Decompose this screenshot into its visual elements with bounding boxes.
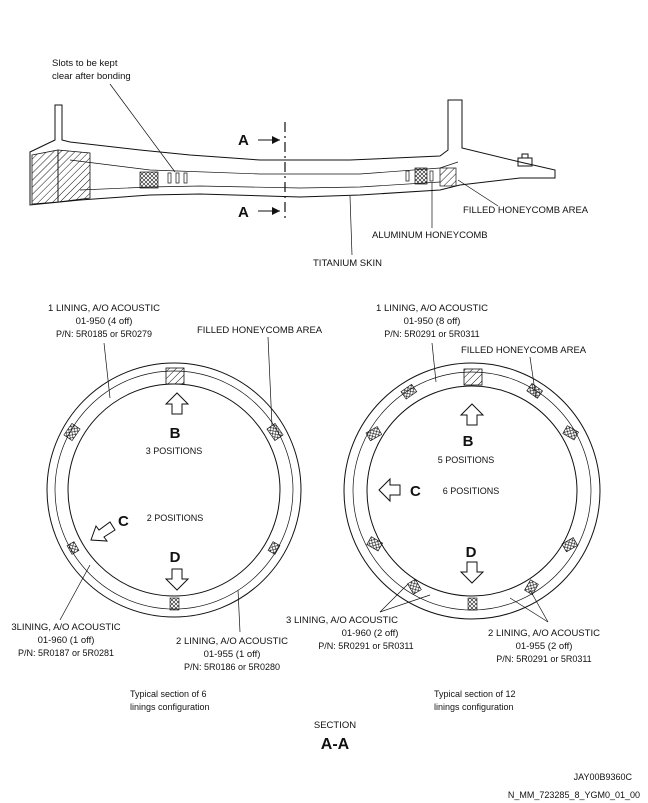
right-filled-area-label: FILLED HONEYCOMB AREA [461, 345, 587, 356]
aluminum-honeycomb-block [414, 167, 428, 185]
right-lining1-line2: 01-950 (8 off) [404, 316, 461, 327]
outer-ring-right [343, 362, 601, 620]
left-filled-area-label: FILLED HONEYCOMB AREA [197, 325, 323, 336]
honeycomb-block-left [139, 171, 159, 189]
left-lining3-line2: 01-960 (1 off) [38, 635, 95, 646]
document-code: N_MM_723285_8_YGM0_01_00 [508, 790, 640, 800]
right-lining3-line3: P/N: 5R0291 or 5R0311 [318, 641, 413, 651]
right-d-label: D [466, 544, 477, 561]
slots-note-line2: clear after bonding [52, 71, 131, 82]
filled-honeycomb-label: FILLED HONEYCOMB AREA [463, 205, 589, 216]
aluminum-honeycomb-label: ALUMINUM HONEYCOMB [372, 230, 488, 241]
left-hatched-area [31, 149, 59, 205]
right-lining1-line1: 1 LINING, A/O ACOUSTIC [376, 303, 488, 314]
bolt-fitting [517, 153, 533, 167]
section-name: A-A [321, 736, 350, 753]
left-lining2-line2: 01-955 (1 off) [204, 649, 261, 660]
right-lining1-line3: P/N: 5R0291 or 5R0311 [384, 329, 479, 339]
left-lining1-line1: 1 LINING, A/O ACOUSTIC [48, 303, 160, 314]
left-caption-line2: linings configuration [130, 702, 210, 712]
bonding-slots [167, 170, 434, 184]
section-title: SECTION [314, 720, 356, 731]
arrow-b-left [164, 392, 190, 415]
left-c-label: C [118, 513, 129, 530]
right-lining2-line1: 2 LINING, A/O ACOUSTIC [488, 628, 600, 639]
left-c-positions: 2 POSITIONS [147, 513, 204, 523]
top-filled-block-left [165, 367, 185, 385]
slots-note-line1: Slots to be kept [52, 58, 118, 69]
right-lining3-line2: 01-960 (2 off) [342, 628, 399, 639]
left-lining3-line3: P/N: 5R0187 or 5R0281 [18, 648, 114, 658]
right-caption-line1: Typical section of 12 [434, 689, 516, 699]
left-b-positions: 3 POSITIONS [146, 446, 203, 456]
liner-profile-outline [29, 99, 556, 206]
titanium-skin-label: TITANIUM SKIN [313, 258, 382, 269]
right-b-positions: 5 POSITIONS [438, 455, 495, 465]
slots-leader [109, 83, 176, 173]
filled-honeycomb-leader [457, 179, 499, 207]
right-caption-line2: linings configuration [434, 702, 514, 712]
top-filled-block-right [463, 368, 483, 386]
liner-side-view [29, 83, 556, 256]
left-lining1-line2: 01-950 (4 off) [76, 316, 133, 327]
arrow-c-left [90, 521, 116, 542]
left-lining3-line1: 3LINING, A/O ACOUSTIC [11, 622, 120, 633]
right-c-positions: 6 POSITIONS [443, 486, 500, 496]
arrow-d-left [164, 568, 190, 591]
section-marker-upper: A [238, 132, 249, 149]
section-marker-lower: A [238, 204, 249, 221]
joint-markers-right [365, 383, 579, 611]
inner-ring-right [366, 385, 578, 597]
right-lining2-line3: P/N: 5R0291 or 5R0311 [496, 654, 591, 664]
arrow-d-right [459, 561, 485, 584]
section-arrow-lower [272, 207, 280, 215]
titanium-skin-line [69, 159, 459, 175]
right-lining3-line1: 3 LINING, A/O ACOUSTIC [286, 615, 398, 626]
left-lining2-line1: 2 LINING, A/O ACOUSTIC [176, 636, 288, 647]
filled-honeycomb-block [439, 167, 457, 187]
right-b-label: B [463, 433, 474, 450]
left-lining2-line3: P/N: 5R0186 or 5R0280 [184, 662, 280, 672]
right-lining2-line2: 01-955 (2 off) [516, 641, 573, 652]
left-lining1-line3: P/N: 5R0185 or 5R0279 [56, 329, 152, 339]
titanium-skin-leader [349, 195, 353, 256]
twelve-lining-section [343, 342, 601, 623]
arrow-b-right [459, 403, 485, 426]
six-lining-section [46, 336, 302, 633]
section-arrow-upper [272, 136, 280, 144]
arrow-c-right [378, 477, 401, 503]
left-d-label: D [170, 549, 181, 566]
left-caption-line1: Typical section of 6 [130, 689, 207, 699]
figure-code: JAY00B9360C [574, 772, 633, 782]
left-b-label: B [170, 425, 181, 442]
outer-ring-left [46, 362, 302, 618]
right-c-label: C [410, 483, 421, 500]
joint-markers-left [63, 422, 284, 611]
